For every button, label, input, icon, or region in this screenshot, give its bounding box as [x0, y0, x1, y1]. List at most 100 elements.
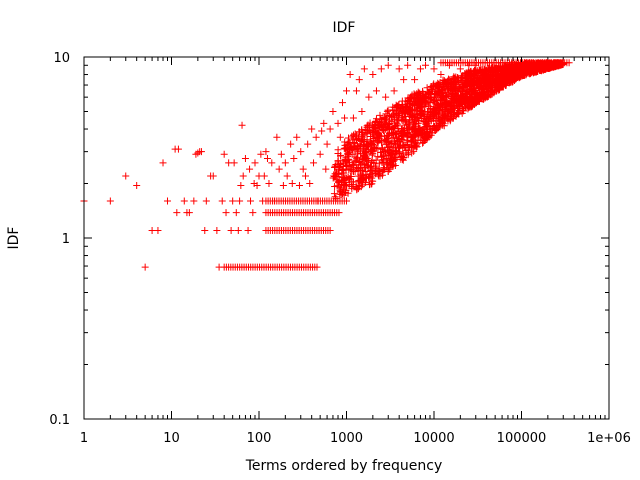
data-point [381, 113, 389, 121]
x-tick-label: 1 [80, 431, 88, 446]
data-point [519, 71, 527, 79]
data-point [273, 133, 281, 141]
data-point [320, 119, 328, 127]
data-point [391, 123, 399, 131]
data-point [275, 165, 283, 173]
data-point [382, 110, 390, 118]
data-point [388, 137, 396, 145]
data-point [506, 69, 514, 77]
data-point [343, 87, 350, 95]
data-point [438, 119, 446, 127]
data-point [265, 180, 273, 188]
data-point [404, 61, 412, 69]
data-point [464, 102, 472, 110]
data-point [343, 182, 351, 190]
data-point [377, 148, 385, 156]
data-point [351, 142, 359, 150]
data-point [430, 103, 438, 111]
data-point [533, 67, 541, 75]
x-axis-ticks: 1 10 100 1000 10000 100000 1e+06 [80, 57, 631, 446]
data-point [383, 124, 391, 132]
data-point [365, 181, 373, 189]
data-point [413, 90, 421, 98]
data-point [318, 127, 326, 135]
data-point [312, 133, 320, 141]
data-point [379, 165, 387, 173]
data-point [411, 76, 419, 84]
data-point [480, 86, 488, 94]
data-point [378, 144, 386, 152]
data-point [213, 227, 221, 235]
data-point [342, 144, 350, 152]
data-point [246, 165, 254, 173]
data-point [334, 146, 342, 154]
data-point [302, 172, 310, 180]
data-point [194, 149, 202, 157]
data-point [222, 209, 230, 217]
data-point [370, 159, 378, 167]
data-point [355, 128, 363, 136]
data-point [365, 122, 373, 130]
data-point [426, 112, 434, 120]
data-point [427, 126, 435, 134]
data-point [428, 85, 436, 93]
data-point [333, 182, 341, 190]
data-point [335, 163, 343, 171]
data-point [413, 140, 421, 148]
data-point [322, 165, 330, 173]
data-point [354, 165, 362, 173]
data-point [106, 197, 114, 205]
data-points [80, 59, 573, 271]
data-point [159, 159, 167, 167]
data-point [407, 98, 415, 106]
data-point [372, 87, 380, 95]
data-point [435, 110, 443, 118]
data-point [382, 93, 390, 101]
data-point [295, 182, 303, 190]
data-point [400, 141, 408, 149]
data-point [406, 111, 414, 119]
data-point [234, 227, 242, 235]
y-axis-label: IDF [6, 227, 22, 250]
data-point [456, 65, 464, 73]
data-point [513, 68, 521, 76]
data-point [346, 71, 354, 79]
data-point [462, 103, 470, 111]
data-point [445, 108, 453, 116]
data-point [209, 172, 217, 180]
data-point [399, 136, 407, 144]
data-point [180, 197, 188, 205]
data-point [476, 79, 484, 87]
data-point [384, 160, 392, 168]
data-point [365, 93, 373, 101]
data-point [384, 146, 392, 154]
data-point [299, 165, 307, 173]
data-point [363, 150, 371, 158]
data-point [185, 209, 193, 217]
data-point [394, 116, 402, 124]
data-point [364, 162, 372, 170]
data-point [404, 151, 412, 159]
data-point [229, 197, 237, 205]
data-point [420, 103, 428, 111]
data-point [174, 145, 182, 153]
data-point [314, 197, 322, 205]
data-point [363, 126, 371, 134]
data-point [342, 186, 350, 194]
data-point [469, 78, 477, 86]
data-point [483, 78, 491, 86]
data-point [405, 124, 413, 132]
data-point [378, 117, 386, 125]
data-point [173, 209, 181, 217]
data-point [408, 138, 416, 146]
data-point [403, 130, 411, 138]
data-point [446, 76, 454, 84]
data-point [376, 111, 384, 119]
data-point [468, 71, 476, 79]
data-point [297, 148, 305, 156]
data-point [423, 99, 431, 107]
y-tick-label: 0.1 [49, 413, 70, 428]
data-point [396, 138, 404, 146]
data-point [366, 170, 374, 178]
